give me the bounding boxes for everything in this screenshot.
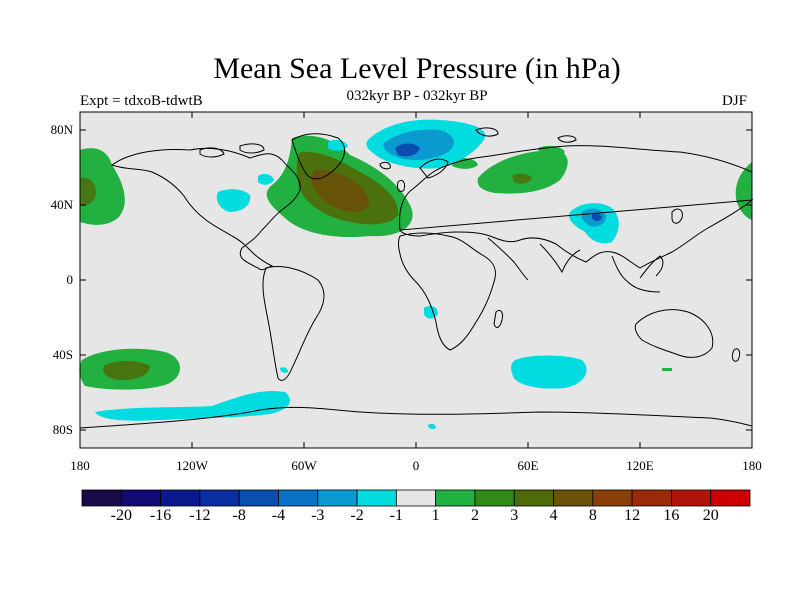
- colorbar-label: -8: [232, 507, 246, 524]
- patagonia-negative: [280, 367, 288, 373]
- antarctic-fringe-negative: [428, 424, 436, 429]
- lon-label: 180: [742, 458, 762, 473]
- colorbar-label: 2: [470, 507, 479, 524]
- colorbar-label: 3: [510, 507, 519, 524]
- lon-label: 180: [70, 458, 90, 473]
- season-label: DJF: [722, 93, 748, 109]
- lat-label: 40S: [52, 347, 73, 362]
- southern-indian-negative: [511, 355, 587, 389]
- eurasia-positive-core: [512, 173, 532, 184]
- colorbar-swatch: [160, 489, 201, 507]
- colorbar-swatch: [474, 489, 515, 507]
- chart-title: Mean Sea Level Pressure (in hPa): [213, 52, 621, 85]
- lat-label: 80N: [50, 122, 73, 137]
- coastlines: [79, 127, 754, 429]
- colorbar: [81, 489, 751, 507]
- lat-label: 40N: [50, 197, 73, 212]
- lat-label: 0: [66, 272, 74, 287]
- chart-subtitle: 032kyr BP - 032kyr BP: [346, 88, 488, 104]
- colorbar-label: 4: [549, 507, 558, 524]
- australia-positive-fleck: [662, 368, 672, 371]
- lon-label: 0: [412, 458, 420, 473]
- colorbar-label: -1: [389, 507, 403, 524]
- north-america-negative: [216, 189, 251, 212]
- colorbar-swatch: [513, 489, 554, 507]
- colorbar-label: 1: [431, 507, 440, 524]
- colorbar-label: 16: [663, 507, 680, 524]
- arctic-positive-patch: [538, 145, 565, 157]
- lon-label: 120E: [626, 458, 654, 473]
- colorbar-swatch: [710, 489, 751, 507]
- north-pacific-positive-core: [80, 177, 96, 206]
- colorbar-label: 12: [624, 507, 641, 524]
- colorbar-label: -2: [350, 507, 364, 524]
- colorbar-swatch: [81, 489, 122, 507]
- lon-label: 60E: [517, 458, 539, 473]
- tibet-negative-3: [592, 213, 602, 221]
- colorbar-swatch: [238, 489, 279, 507]
- lat-label: 80S: [52, 422, 73, 437]
- colorbar-swatch: [435, 489, 476, 507]
- colorbar-label: -3: [311, 507, 325, 524]
- colorbar-swatch: [395, 489, 437, 507]
- arctic-negative-3: [395, 143, 420, 157]
- colorbar-label: -20: [110, 507, 132, 524]
- colorbar-swatch: [278, 489, 319, 507]
- map-background: [80, 112, 752, 448]
- north-pacific-positive: [80, 148, 125, 225]
- baffin-negative: [328, 139, 348, 151]
- hudson-negative: [258, 173, 274, 185]
- experiment-label: Expt = tdxoB-tdwtB: [80, 93, 203, 109]
- colorbar-label: -12: [189, 507, 211, 524]
- colorbar-swatch: [317, 489, 358, 507]
- lon-label: 60W: [291, 458, 317, 473]
- colorbar-swatch: [631, 489, 672, 507]
- colorbar-swatch: [671, 489, 712, 507]
- colorbar-label: -16: [149, 507, 172, 524]
- colorbar-swatch: [553, 489, 594, 507]
- colorbar-swatch: [356, 489, 397, 507]
- colorbar-swatch: [120, 489, 161, 507]
- colorbar-label: 8: [588, 507, 597, 524]
- eurasia-positive: [477, 150, 568, 194]
- colorbar-swatch: [199, 489, 240, 507]
- colorbar-label: -4: [271, 507, 286, 524]
- south-pacific-positive-core: [103, 360, 150, 381]
- colorbar-label: 20: [702, 507, 719, 524]
- anomaly-fields: [79, 119, 752, 429]
- lon-label: 120W: [176, 458, 208, 473]
- colorbar-swatch: [592, 489, 633, 507]
- north-atlantic-positive-4: [311, 169, 370, 212]
- axis-ticks: [79, 112, 753, 448]
